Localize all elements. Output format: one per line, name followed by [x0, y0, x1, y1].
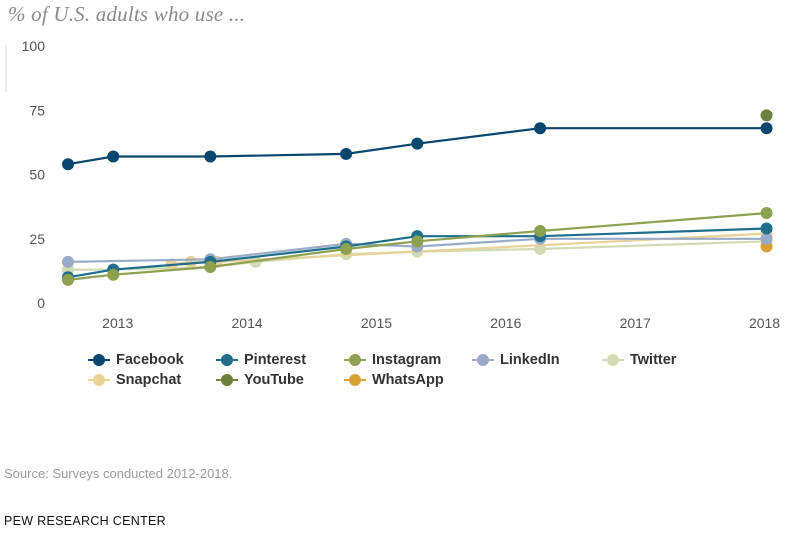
legend-swatch [472, 354, 494, 366]
data-point-facebook [340, 147, 353, 160]
legend-label: Twitter [630, 352, 677, 368]
legend-swatch [88, 374, 110, 386]
legend-label: Facebook [116, 352, 184, 368]
data-point-linkedin [62, 255, 74, 268]
legend-label: LinkedIn [500, 352, 560, 368]
legend-swatch [344, 374, 366, 386]
legend-item-instagram: Instagram [344, 352, 441, 368]
y-tick-label: 0 [37, 295, 45, 311]
x-tick-label: 2016 [490, 315, 521, 331]
data-point-instagram [62, 273, 74, 286]
y-tick-label: 100 [22, 38, 46, 54]
y-tick-label: 50 [29, 167, 45, 183]
legend-item-twitter: Twitter [602, 352, 676, 368]
legend-item-pinterest: Pinterest [216, 352, 306, 368]
legend-label: WhatsApp [372, 372, 444, 388]
x-tick-label: 2017 [620, 315, 651, 331]
legend-item-linkedin: LinkedIn [472, 352, 560, 368]
legend-item-youtube: YouTube [216, 372, 304, 388]
data-point-facebook [534, 122, 547, 135]
data-point-instagram [340, 243, 353, 256]
data-point-facebook [411, 137, 424, 150]
source-note: Source: Surveys conducted 2012-2018. [4, 466, 233, 481]
data-point-linkedin [760, 232, 773, 245]
legend-item-facebook: Facebook [88, 352, 184, 368]
y-tick-label: 25 [29, 231, 45, 247]
data-point-facebook [107, 150, 120, 163]
x-tick-label: 2014 [232, 315, 263, 331]
data-point-instagram [760, 207, 773, 220]
legend-label: Instagram [372, 352, 442, 368]
data-point-facebook [62, 158, 74, 171]
x-tick-label: 2018 [749, 315, 780, 331]
legend-item-whatsapp: WhatsApp [344, 372, 444, 388]
legend-swatch [88, 354, 110, 366]
data-point-snapchat [184, 255, 197, 268]
chart-title: % of U.S. adults who use ... [8, 2, 246, 26]
legend-label: Snapchat [116, 372, 182, 388]
legend-swatch [216, 374, 238, 386]
legend-row-2: Snapchat YouTube WhatsApp [88, 372, 768, 392]
x-tick-label: 2013 [102, 315, 133, 331]
y-tick-label: 75 [29, 102, 45, 118]
legend-label: YouTube [244, 372, 304, 388]
data-point-instagram [411, 235, 424, 248]
data-point-youtube [760, 109, 773, 122]
data-point-instagram [204, 261, 217, 274]
data-point-pinterest [760, 222, 773, 235]
x-tick-label: 2015 [361, 315, 392, 331]
data-point-instagram [107, 268, 120, 281]
line-chart: 0 25 50 75 100 2013 2014 2015 2016 2017 2018 [5, 38, 780, 331]
legend-swatch [602, 354, 624, 366]
data-point-facebook [204, 150, 217, 163]
legend-item-snapchat: Snapchat [88, 372, 181, 388]
legend-row-1: Facebook Pinterest Instagram LinkedIn Tw… [88, 352, 768, 372]
brand-label: PEW RESEARCH CENTER [4, 514, 166, 528]
chart-legend: Facebook Pinterest Instagram LinkedIn Tw… [88, 352, 768, 392]
data-point-facebook [760, 122, 773, 135]
legend-swatch [344, 354, 366, 366]
legend-swatch [216, 354, 238, 366]
data-point-instagram [534, 225, 547, 238]
legend-label: Pinterest [244, 352, 307, 368]
